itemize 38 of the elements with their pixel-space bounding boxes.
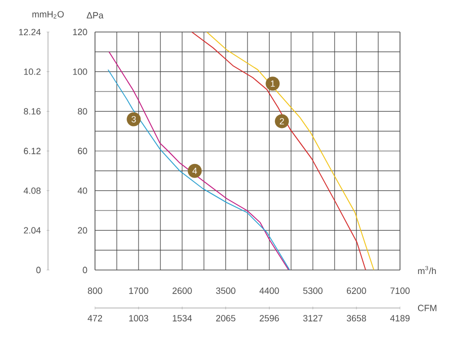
x2-tick-label: 1534 xyxy=(172,315,192,322)
y2-tick-label: 12.24 xyxy=(19,28,41,36)
x2-tick-label: 2065 xyxy=(216,315,236,322)
y2-tick-label: 8.16 xyxy=(24,108,41,115)
y-tick-label: 120 xyxy=(73,28,88,36)
x-tick-label: 5300 xyxy=(303,288,323,294)
x2-axis-title: CFM xyxy=(418,304,436,312)
x2-tick-label: 3127 xyxy=(303,315,322,322)
annotation: 3 xyxy=(132,116,136,122)
x-tick-label: 1700 xyxy=(129,288,148,294)
x-axis-title: m$^{3}$/h xyxy=(418,266,436,274)
y-tick-label: 100 xyxy=(73,68,88,75)
x2-tick-label: 2596 xyxy=(260,315,279,322)
y2-tick-label: 2.04 xyxy=(24,227,41,234)
y-tick-label: 80 xyxy=(78,108,88,115)
y2-tick-label: 10.2 xyxy=(24,68,41,75)
annotation: 4 xyxy=(192,168,197,174)
y2-tick-label: 4.08 xyxy=(24,187,41,194)
x2-tick-label: 4189 xyxy=(390,315,410,322)
x2-tick-label: 472 xyxy=(88,315,102,322)
x-tick-label: 800 xyxy=(88,288,102,294)
y2-tick-label: 6.12 xyxy=(24,148,41,154)
y2-tick-label: 0 xyxy=(36,266,41,274)
y2-axis-title: mmH$_{2}$O xyxy=(32,11,64,18)
x-tick-label: 2600 xyxy=(172,288,192,294)
y-tick-label: 20 xyxy=(78,227,88,234)
y-tick-label: 40 xyxy=(78,187,88,194)
x2-tick-label: 3658 xyxy=(346,315,366,322)
x-tick-label: 7100 xyxy=(390,288,410,294)
x2-tick-label: 1003 xyxy=(129,315,148,322)
y-axis-title: ΔPa xyxy=(86,12,104,18)
y-tick-label: 60 xyxy=(78,148,88,154)
x-tick-label: 6200 xyxy=(346,288,366,294)
x-tick-label: 4400 xyxy=(259,288,279,294)
x-tick-label: 3500 xyxy=(216,288,236,294)
annotation: 1 xyxy=(270,80,275,87)
y-tick-label: 0 xyxy=(82,266,88,274)
annotation: 2 xyxy=(280,118,284,124)
